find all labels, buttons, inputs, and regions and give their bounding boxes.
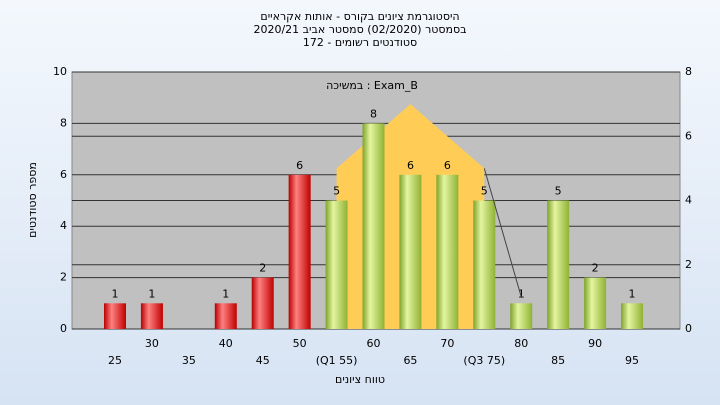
x-tick-label: 80: [514, 337, 528, 350]
y-tick-label: 10: [53, 65, 67, 78]
bar: [140, 303, 163, 329]
x-tick-label: 25: [108, 354, 122, 367]
x-tick-label: 85: [551, 354, 565, 367]
value-label: 5: [555, 185, 562, 198]
x-tick-label: 65: [403, 354, 417, 367]
bar: [214, 303, 237, 329]
bar: [547, 200, 570, 329]
x-tick-label: (Q1 55): [316, 354, 358, 367]
chart-subtitle: בסמסטר (02/2020) סמסטר אביב 2020/21: [253, 23, 466, 36]
x-axis-label: טווח ציונים: [335, 373, 385, 386]
x-tick-label: 30: [145, 337, 159, 350]
bar: [621, 303, 644, 329]
chart-subtitle: סטודנטים רשומים - 172: [303, 36, 417, 49]
annotation: Exam_B : במשיכה: [326, 79, 418, 92]
y-tick-label: 0: [60, 322, 67, 335]
value-label: 1: [629, 287, 636, 300]
x-tick-label: 40: [219, 337, 233, 350]
y2-tick-label: 6: [685, 129, 692, 142]
bar: [473, 200, 496, 329]
value-label: 5: [333, 185, 340, 198]
y2-tick-label: 4: [685, 194, 692, 207]
bar: [362, 123, 385, 330]
value-label: 6: [407, 159, 414, 172]
chart-title: היסטוגרמת ציונים בקורס - אותות אקראיים: [260, 10, 459, 23]
bar: [325, 200, 348, 329]
y-tick-label: 4: [60, 219, 67, 232]
x-tick-label: 95: [625, 354, 639, 367]
value-label: 8: [370, 107, 377, 120]
bar: [104, 303, 126, 329]
bar: [584, 277, 607, 329]
tail-line: [483, 168, 522, 298]
value-label: 6: [296, 159, 303, 172]
x-tick-label: 45: [256, 354, 270, 367]
bar: [251, 277, 274, 329]
x-tick-label: 70: [440, 337, 454, 350]
bar: [510, 303, 533, 329]
y-tick-label: 6: [60, 168, 67, 181]
y2-tick-label: 8: [685, 65, 692, 78]
y-tick-label: 2: [60, 271, 67, 284]
value-label: 6: [444, 159, 451, 172]
value-label: 1: [148, 287, 155, 300]
y2-tick-label: 0: [685, 322, 692, 335]
x-tick-label: 90: [588, 337, 602, 350]
value-label: 1: [518, 287, 525, 300]
x-tick-label: 35: [182, 354, 196, 367]
y2-tick-label: 2: [685, 258, 692, 271]
bar: [288, 174, 311, 329]
value-label: 1: [112, 287, 119, 300]
x-tick-label: 60: [367, 337, 381, 350]
bar: [399, 174, 422, 329]
y-axis-label: מספר סטודנטים: [26, 162, 39, 238]
value-label: 5: [481, 185, 488, 198]
x-tick-label: 50: [293, 337, 307, 350]
y-tick-label: 8: [60, 116, 67, 129]
value-label: 1: [222, 287, 229, 300]
bar: [436, 174, 459, 329]
value-label: 2: [592, 262, 599, 275]
x-tick-label: (Q3 75): [463, 354, 505, 367]
value-label: 2: [259, 262, 266, 275]
